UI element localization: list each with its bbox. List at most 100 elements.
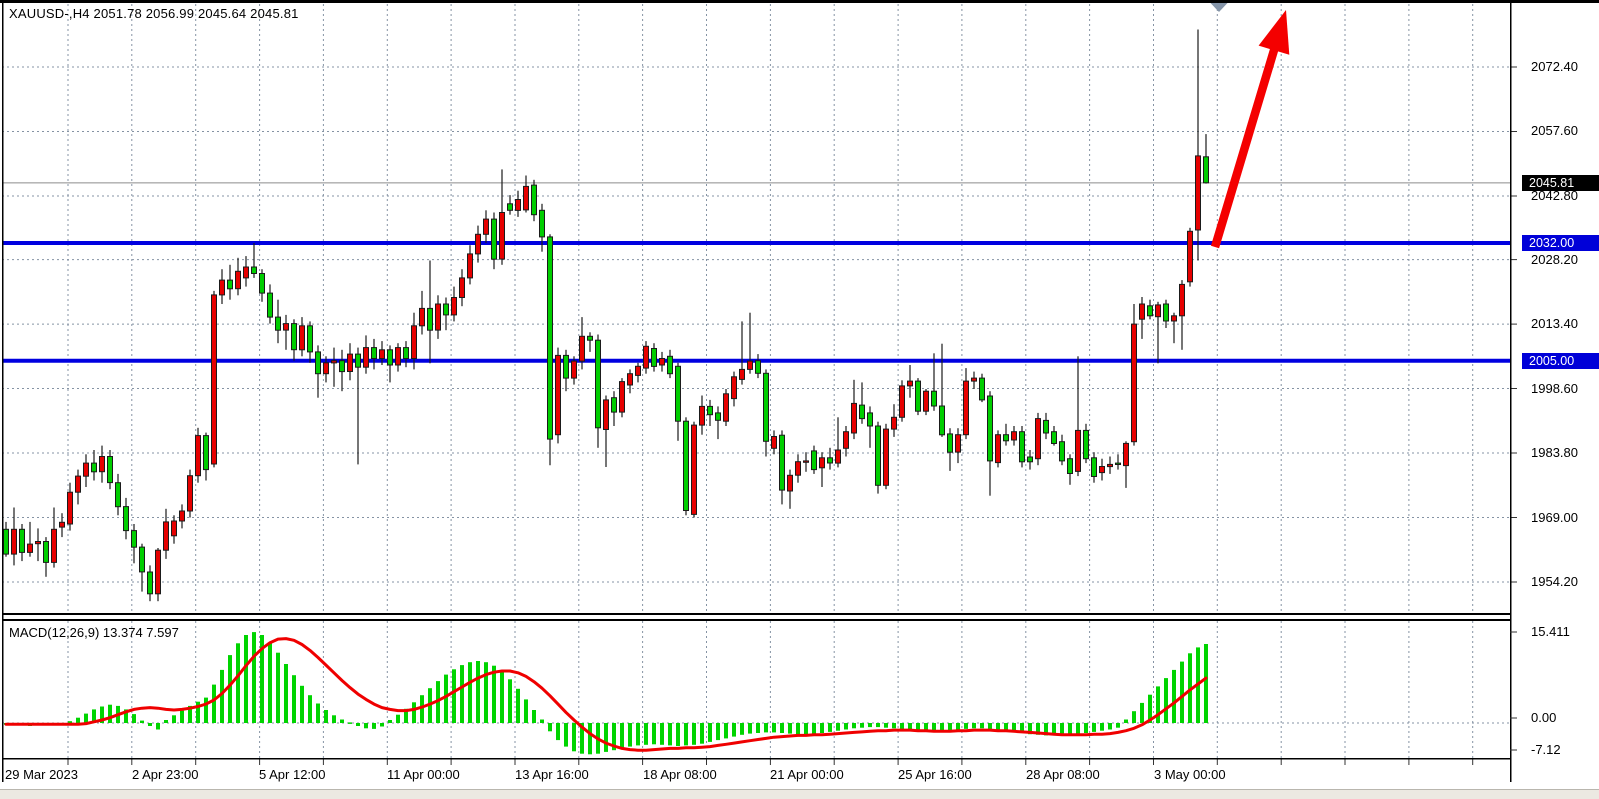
price-axis-label: 2057.60 bbox=[1531, 123, 1578, 138]
macd-axis-label: -7.12 bbox=[1531, 742, 1561, 757]
candle-body bbox=[603, 399, 609, 430]
candle-body bbox=[1115, 462, 1121, 466]
candle-body bbox=[771, 436, 777, 449]
macd-hist-bar bbox=[1020, 723, 1024, 733]
candle-body bbox=[19, 528, 25, 553]
macd-hist-bar bbox=[388, 720, 392, 723]
candle-body bbox=[11, 528, 17, 555]
candle-body bbox=[787, 474, 793, 492]
candle-body bbox=[755, 360, 761, 374]
macd-hist-bar bbox=[676, 723, 680, 746]
macd-hist-bar bbox=[196, 701, 200, 723]
candle-body bbox=[1171, 315, 1177, 322]
candle-body bbox=[867, 412, 873, 427]
candle-body bbox=[523, 185, 529, 211]
date-axis-label: 3 May 00:00 bbox=[1154, 767, 1226, 782]
candle-body bbox=[947, 433, 953, 453]
macd-hist-bar bbox=[956, 723, 960, 730]
candle-body bbox=[1187, 230, 1193, 283]
date-axis-label: 5 Apr 12:00 bbox=[259, 767, 326, 782]
macd-hist-bar bbox=[836, 723, 840, 731]
hline-price-tag[interactable]: 2005.00 bbox=[1522, 353, 1599, 369]
object-anchor-triangle-icon[interactable] bbox=[1210, 3, 1228, 12]
candle-body bbox=[979, 377, 985, 401]
macd-hist-bar bbox=[92, 709, 96, 723]
macd-hist-bar bbox=[412, 702, 416, 723]
candle-body bbox=[195, 435, 201, 477]
macd-hist-bar bbox=[636, 723, 640, 746]
macd-hist-bar bbox=[724, 723, 728, 739]
candle-body bbox=[435, 303, 441, 331]
candle-body bbox=[491, 218, 497, 260]
chart-title: XAUUSD-,H4 2051.78 2056.99 2045.64 2045.… bbox=[9, 6, 299, 21]
candle-body bbox=[227, 279, 233, 290]
panel-separator[interactable] bbox=[2, 619, 1511, 621]
macd-hist-bar bbox=[1012, 723, 1016, 732]
macd-hist-bar bbox=[172, 715, 176, 723]
candle-body bbox=[963, 380, 969, 436]
macd-hist-bar bbox=[852, 723, 856, 729]
hline-price-tag[interactable]: 2032.00 bbox=[1522, 235, 1599, 251]
date-axis-label: 29 Mar 2023 bbox=[5, 767, 78, 782]
trend-arrow-shaft[interactable] bbox=[1210, 43, 1280, 249]
macd-hist-bar bbox=[932, 723, 936, 732]
macd-hist-bar bbox=[252, 632, 256, 723]
candle-body bbox=[163, 521, 169, 551]
candle-body bbox=[939, 405, 945, 436]
macd-hist-bar bbox=[1164, 678, 1168, 723]
candle-body bbox=[531, 184, 537, 216]
candle-body bbox=[451, 297, 457, 316]
candle-body bbox=[1147, 305, 1153, 317]
candle-body bbox=[955, 434, 961, 453]
candle-body bbox=[91, 462, 97, 473]
candle-body bbox=[379, 349, 385, 359]
macd-hist-bar bbox=[468, 662, 472, 723]
price-axis-label: 2072.40 bbox=[1531, 59, 1578, 74]
candle-body bbox=[467, 253, 473, 279]
candle-body bbox=[907, 380, 913, 387]
candle-body bbox=[683, 420, 689, 512]
candle-body bbox=[643, 345, 649, 369]
candle-body bbox=[187, 475, 193, 512]
candle-body bbox=[1163, 303, 1169, 322]
macd-hist-bar bbox=[324, 710, 328, 723]
trend-arrow-head[interactable] bbox=[1258, 10, 1290, 55]
macd-hist-bar bbox=[68, 721, 72, 723]
macd-hist-bar bbox=[588, 723, 592, 755]
candle-body bbox=[675, 365, 681, 422]
candle-body bbox=[483, 218, 489, 235]
macd-hist-bar bbox=[700, 723, 704, 744]
macd-hist-bar bbox=[756, 723, 760, 733]
macd-indicator-label: MACD(12,26,9) 13.374 7.597 bbox=[9, 625, 179, 640]
macd-hist-bar bbox=[292, 675, 296, 723]
candle-body bbox=[1099, 466, 1105, 474]
candle-body bbox=[859, 404, 865, 420]
macd-hist-bar bbox=[868, 723, 872, 728]
candle-body bbox=[147, 571, 153, 595]
macd-hist-bar bbox=[1028, 723, 1032, 735]
macd-hist-bar bbox=[1156, 686, 1160, 723]
panel-separator[interactable] bbox=[2, 613, 1511, 615]
candle-body bbox=[507, 203, 513, 211]
macd-axis-label: 15.411 bbox=[1531, 624, 1570, 639]
macd-hist-bar bbox=[668, 723, 672, 746]
candle-body bbox=[611, 397, 617, 413]
price-axis-label: 2042.80 bbox=[1531, 188, 1578, 203]
macd-hist-bar bbox=[780, 723, 784, 733]
macd-hist-bar bbox=[908, 723, 912, 731]
macd-hist-bar bbox=[948, 723, 952, 731]
macd-hist-bar bbox=[548, 723, 552, 732]
candle-body bbox=[1067, 458, 1073, 475]
macd-hist-bar bbox=[620, 723, 624, 749]
macd-hist-bar bbox=[572, 723, 576, 752]
macd-hist-bar bbox=[820, 723, 824, 733]
date-axis-label: 21 Apr 00:00 bbox=[770, 767, 844, 782]
macd-hist-bar bbox=[1076, 723, 1080, 734]
macd-hist-bar bbox=[604, 723, 608, 752]
candle-body bbox=[563, 354, 569, 379]
candle-body bbox=[411, 325, 417, 359]
axis-border bbox=[1510, 3, 1512, 782]
candle-body bbox=[1051, 431, 1057, 445]
